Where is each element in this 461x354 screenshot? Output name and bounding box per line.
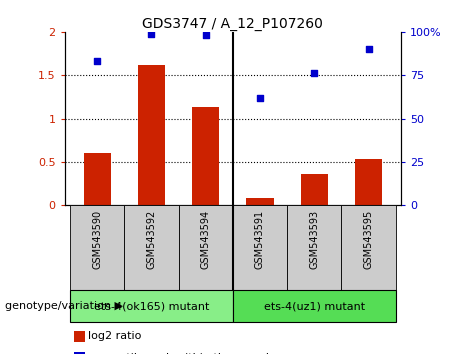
Bar — [70, 205, 124, 290]
Text: ets-4(ok165) mutant: ets-4(ok165) mutant — [94, 301, 209, 311]
Text: ets-4(uz1) mutant: ets-4(uz1) mutant — [264, 301, 365, 311]
Text: GSM543590: GSM543590 — [92, 210, 102, 269]
Bar — [233, 205, 287, 290]
Bar — [83, 153, 111, 205]
Bar — [70, 290, 233, 322]
Text: GSM543591: GSM543591 — [255, 210, 265, 269]
Text: GSM543592: GSM543592 — [147, 210, 156, 269]
Bar — [287, 205, 341, 290]
Point — [148, 31, 155, 36]
Text: percentile rank within the sample: percentile rank within the sample — [88, 353, 276, 354]
Point — [256, 95, 264, 101]
Title: GDS3747 / A_12_P107260: GDS3747 / A_12_P107260 — [142, 17, 323, 31]
Bar — [233, 290, 396, 322]
Text: genotype/variation ▶: genotype/variation ▶ — [5, 301, 123, 311]
Bar — [301, 174, 328, 205]
Point — [311, 71, 318, 76]
Text: GSM543593: GSM543593 — [309, 210, 319, 269]
Point — [365, 46, 372, 52]
Text: GSM543595: GSM543595 — [364, 210, 373, 269]
Bar — [341, 205, 396, 290]
Bar — [178, 205, 233, 290]
Bar — [355, 159, 382, 205]
Text: log2 ratio: log2 ratio — [88, 331, 141, 341]
Text: GSM543594: GSM543594 — [201, 210, 211, 269]
Point — [94, 58, 101, 64]
Bar — [138, 65, 165, 205]
Bar — [124, 205, 178, 290]
Bar — [246, 198, 273, 205]
Bar — [192, 107, 219, 205]
Point — [202, 33, 209, 38]
